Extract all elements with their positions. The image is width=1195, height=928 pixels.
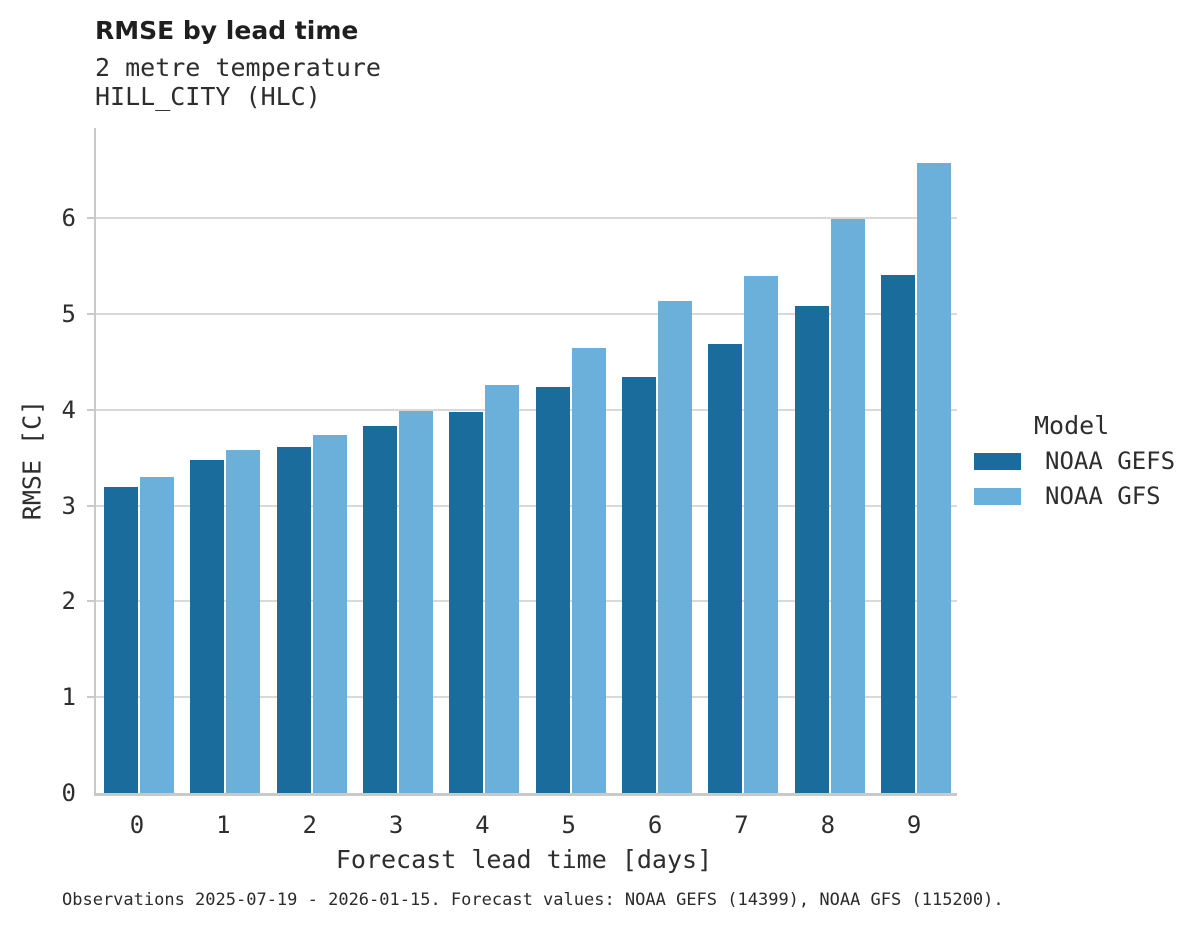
x-tick-label-2: 2 [302, 811, 317, 839]
y-tick-label-1: 1 [61, 683, 76, 712]
gridline-y-5 [96, 313, 957, 315]
legend-label-noaa-gefs: NOAA GEFS [1045, 447, 1176, 475]
plot-area [87, 128, 957, 796]
bar-noaa-gfs-lead-6 [658, 300, 693, 793]
bar-noaa-gfs-lead-7 [744, 275, 779, 793]
x-tick-label-0: 0 [129, 811, 145, 839]
gridline-y-3 [96, 504, 957, 507]
y-tick-label-4: 4 [61, 395, 76, 424]
y-tick-mark-2 [87, 600, 96, 603]
bar-noaa-gfs-lead-9 [917, 162, 952, 793]
x-tick-label-5: 5 [561, 811, 576, 839]
y-tick-mark-6 [87, 217, 96, 220]
bar-noaa-gefs-lead-3 [363, 426, 398, 793]
legend-swatch-noaa-gfs [974, 487, 1021, 505]
bar-noaa-gefs-lead-5 [535, 386, 570, 793]
bar-noaa-gfs-lead-2 [312, 434, 347, 793]
legend-entry-noaa-gfs: NOAA GFS [974, 482, 1175, 510]
y-tick-label-3: 3 [61, 491, 76, 520]
bar-noaa-gefs-lead-4 [449, 411, 484, 793]
bar-noaa-gfs-lead-8 [830, 219, 865, 793]
bar-noaa-gfs-lead-0 [140, 476, 174, 793]
x-tick-label-9: 9 [906, 811, 922, 839]
x-axis-label: Forecast lead time [days] [335, 845, 713, 874]
y-tick-label-5: 5 [61, 300, 76, 328]
y-tick-mark-3 [87, 504, 96, 507]
chart-subtitle-station: HILL_CITY (HLC) [95, 82, 321, 111]
x-tick-label-8: 8 [820, 811, 836, 839]
chart-subtitle-variable: 2 metre temperature [95, 53, 381, 82]
gridline-y-6 [96, 217, 957, 220]
bar-noaa-gfs-lead-1 [226, 450, 261, 793]
bar-noaa-gefs-lead-0 [104, 487, 138, 793]
bar-noaa-gfs-lead-5 [571, 347, 606, 793]
bar-noaa-gefs-lead-1 [190, 459, 225, 793]
caption: Observations 2025-07-19 - 2026-01-15. Fo… [62, 890, 1004, 910]
y-tick-label-0: 0 [61, 779, 76, 807]
bar-noaa-gefs-lead-7 [708, 343, 743, 793]
legend: Model NOAA GEFS NOAA GFS [974, 411, 1176, 510]
y-tick-label-2: 2 [61, 587, 76, 616]
gridline-y-4 [96, 408, 957, 411]
y-tick-mark-5 [87, 313, 96, 315]
x-tick-label-7: 7 [734, 811, 749, 839]
x-tick-label-3: 3 [388, 811, 404, 839]
gridline-y-2 [96, 600, 957, 603]
legend-title: Model [1034, 411, 1110, 440]
legend-swatch-noaa-gefs [974, 452, 1021, 470]
legend-entry-noaa-gefs: NOAA GEFS [974, 447, 1176, 475]
y-tick-mark-1 [87, 696, 96, 699]
bar-noaa-gfs-lead-3 [399, 410, 434, 793]
chart-title: RMSE by lead time [95, 16, 359, 45]
bar-noaa-gefs-lead-9 [881, 274, 916, 793]
bar-noaa-gefs-lead-2 [276, 447, 311, 793]
y-tick-label-6: 6 [61, 204, 76, 233]
x-tick-label-4: 4 [475, 811, 490, 839]
legend-label-noaa-gfs: NOAA GFS [1045, 482, 1161, 510]
bar-noaa-gefs-lead-6 [622, 377, 657, 793]
x-tick-label-1: 1 [216, 811, 231, 839]
bar-noaa-gfs-lead-4 [485, 384, 520, 793]
gridline-y-1 [96, 696, 957, 699]
bar-noaa-gefs-lead-8 [794, 306, 829, 793]
legend-entries: NOAA GEFS NOAA GFS [974, 447, 1176, 510]
x-tick-label-6: 6 [647, 811, 663, 839]
y-tick-mark-4 [87, 408, 96, 411]
